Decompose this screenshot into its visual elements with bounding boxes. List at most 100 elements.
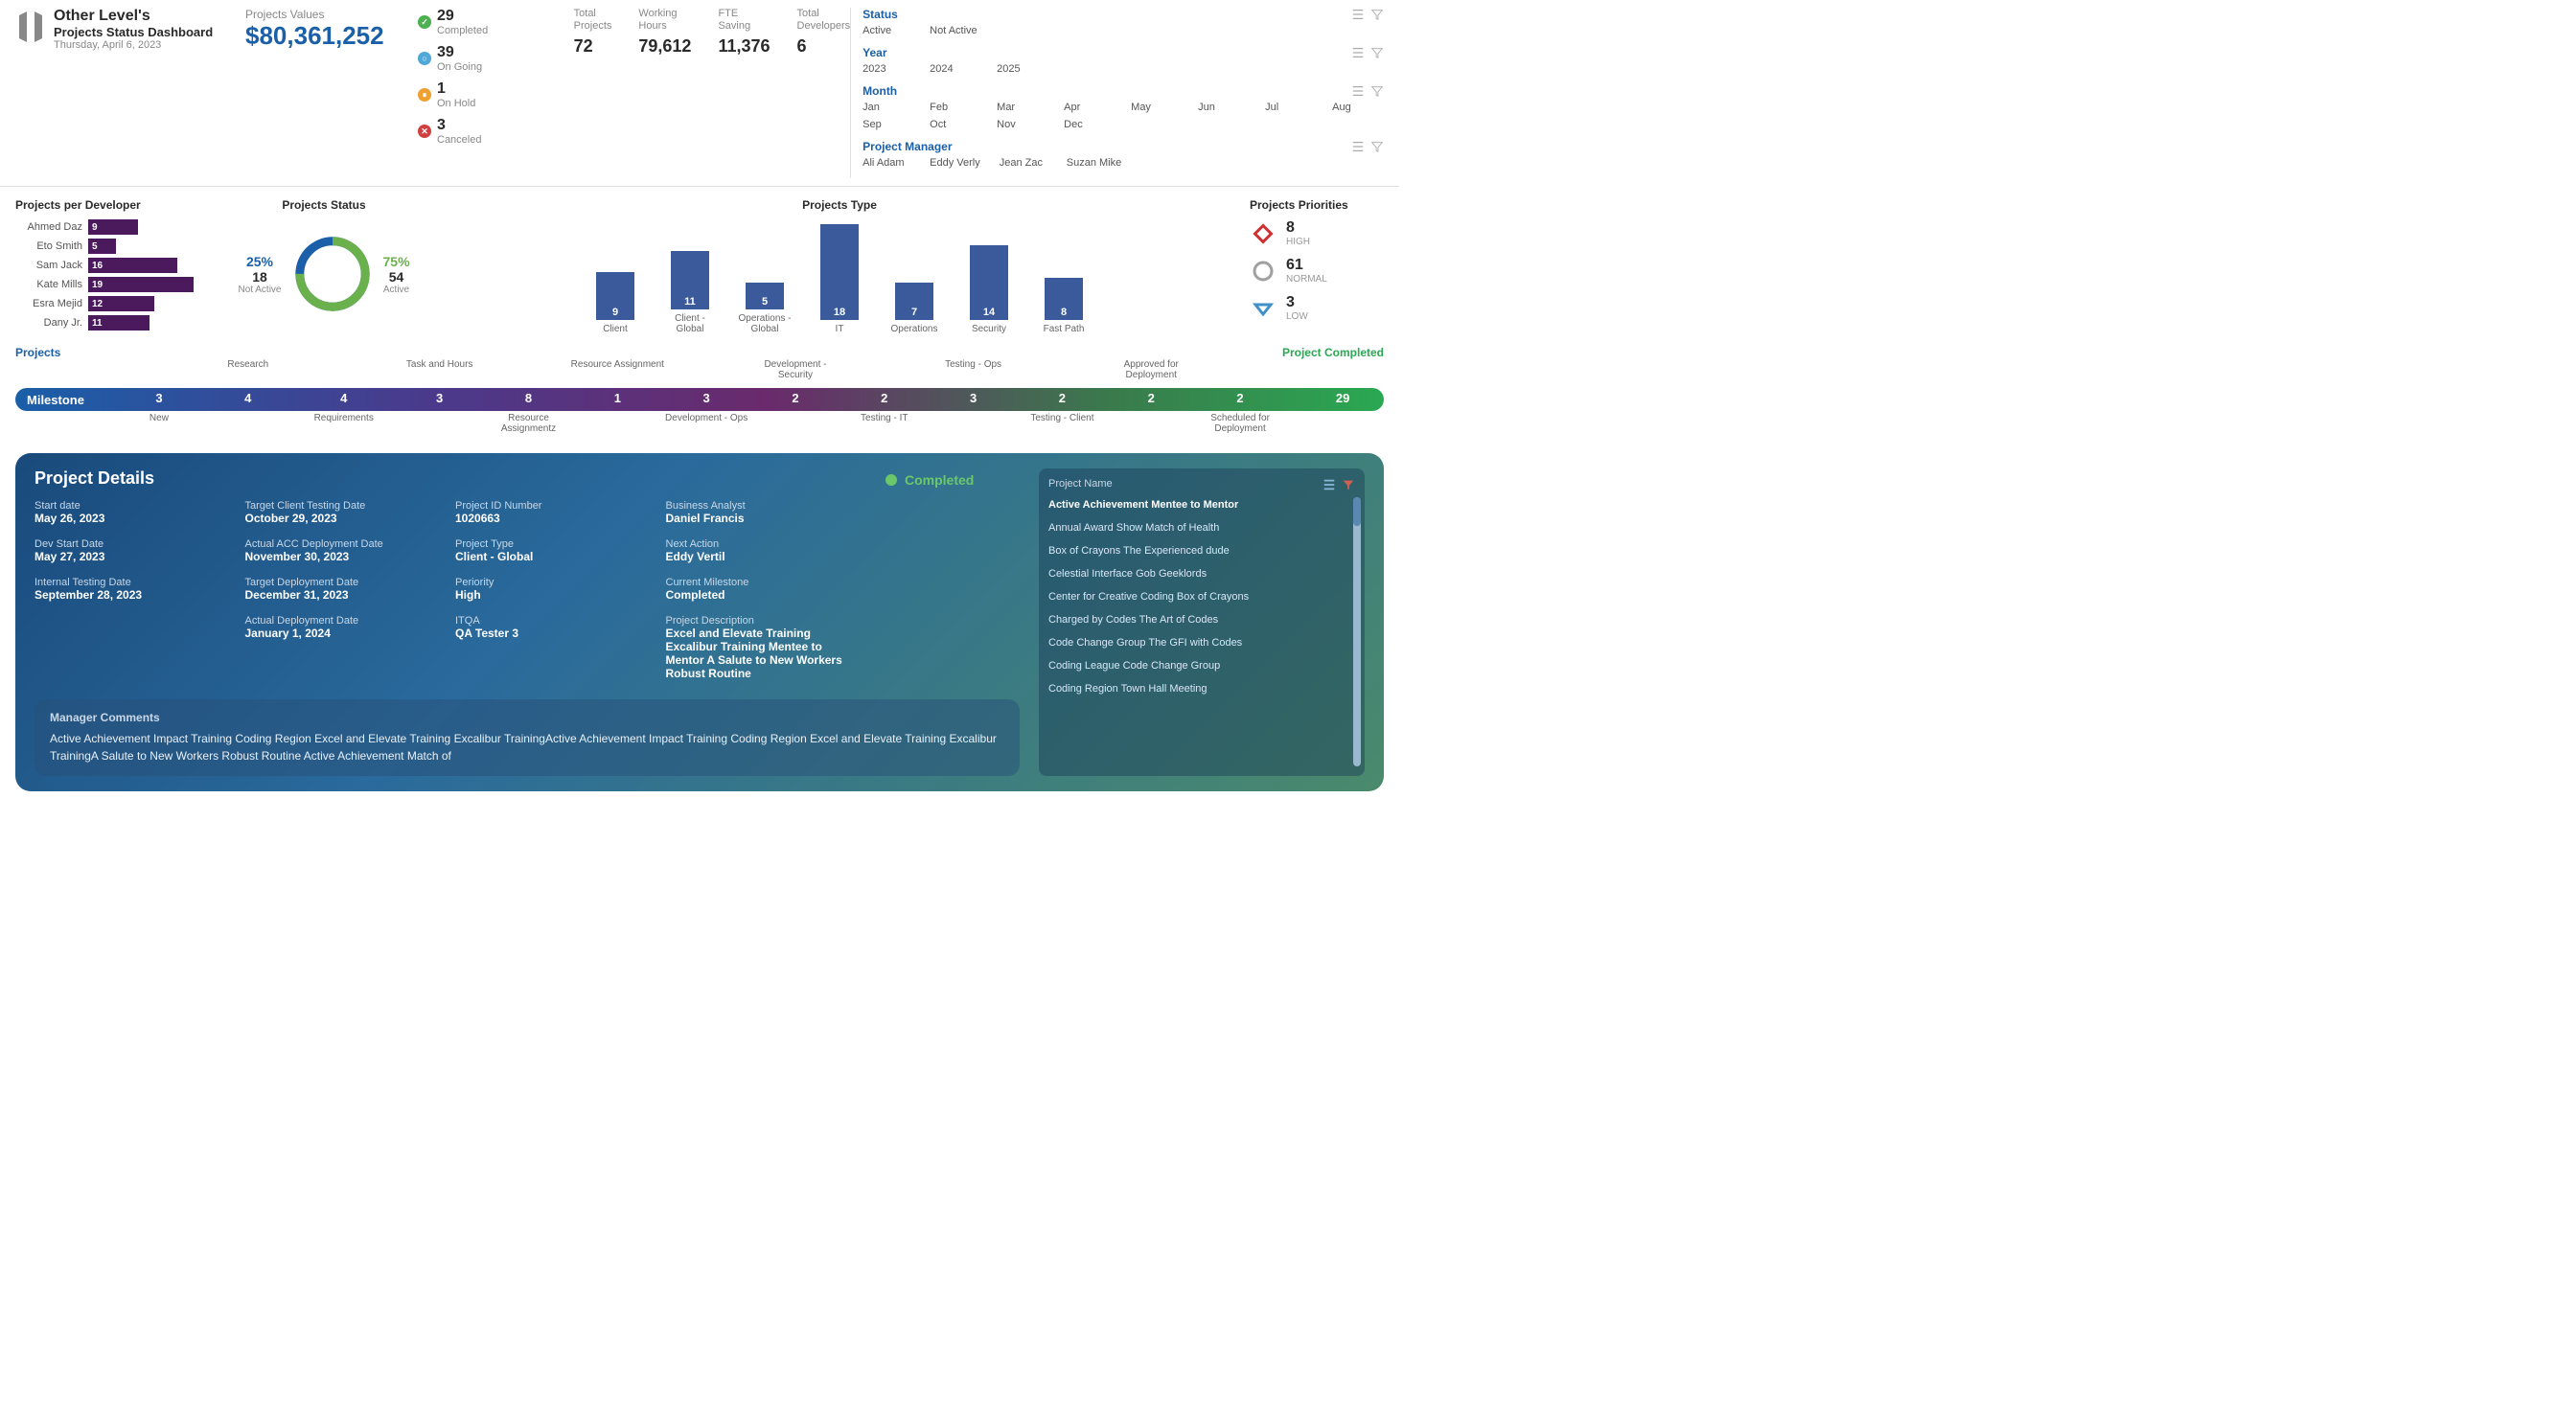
badge-num: 1 (437, 80, 475, 98)
filter-option[interactable]: Not Active (930, 25, 978, 36)
detail-value: 1020663 (455, 512, 647, 525)
milestone-bar: Milestone 344381322322229 (15, 388, 1384, 411)
project-list-item[interactable]: Active Achievement Mentee to Mentor (1048, 499, 1355, 511)
type-bar-col: 14 Security (960, 245, 1018, 334)
type-bar: 5 (746, 283, 784, 309)
clear-filter-icon[interactable] (1370, 140, 1384, 153)
filter-option[interactable]: Ali Adam (862, 157, 910, 169)
not-active-col: 25% 18 Not Active (238, 254, 281, 295)
project-list-item[interactable]: Coding League Code Change Group (1048, 660, 1355, 672)
milestone-bottom-label: Scheduled for Deployment (1192, 413, 1288, 434)
priority-icon (1250, 258, 1276, 285)
scrollbar-thumb[interactable] (1353, 497, 1361, 526)
milestone-bottom-label: Testing - IT (837, 413, 932, 423)
type-bar-col: 18IT (811, 224, 868, 334)
clear-filter-icon[interactable] (1370, 46, 1384, 59)
milestone-top-label: Resource Assignment (569, 359, 665, 370)
status-badges: ✓29Completed○39On Going⏸1On Hold✕3Cancel… (418, 8, 545, 146)
milestone-number: 3 (703, 391, 710, 405)
dashboard: Other Level's Projects Status Dashboard … (0, 0, 1399, 807)
milestone-bottom-label: Testing - Client (1014, 413, 1110, 423)
kpi-label: FTE (718, 8, 770, 20)
type-bar-col: 8Fast Path (1035, 278, 1092, 334)
kpi-value: 79,612 (638, 36, 691, 57)
clear-filter-icon[interactable] (1370, 84, 1384, 98)
list-icon[interactable] (1322, 478, 1336, 491)
developer-row: Dany Jr.11 (15, 315, 207, 331)
type-bar-col: 11Client - Global (661, 251, 719, 334)
filter-option[interactable]: Mar (997, 102, 1045, 113)
filter-option[interactable]: Jul (1265, 102, 1313, 113)
list-icon[interactable] (1351, 84, 1365, 98)
filter-option[interactable]: Nov (997, 119, 1045, 130)
detail-label: Target Client Testing Date (245, 500, 437, 512)
developers-title: Projects per Developer (15, 198, 207, 212)
status-panel: Projects Status 25% 18 Not Active 75% 54… (218, 198, 429, 317)
detail-value: Eddy Vertil (666, 550, 858, 563)
kpi-value: 72 (574, 36, 612, 57)
list-icon[interactable] (1351, 8, 1365, 21)
badge-icon: ✕ (418, 125, 431, 138)
filter-option[interactable]: Suzan Mike (1067, 157, 1121, 169)
project-list-item[interactable]: Box of Crayons The Experienced dude (1048, 545, 1355, 557)
filter-option[interactable]: Jun (1198, 102, 1246, 113)
project-list-item[interactable]: Center for Creative Coding Box of Crayon… (1048, 591, 1355, 603)
scrollbar[interactable] (1353, 497, 1361, 766)
filter-option[interactable]: Oct (930, 119, 978, 130)
detail-field: Business AnalystDaniel Francis (666, 500, 858, 525)
filter-option[interactable]: Feb (930, 102, 978, 113)
filter-option[interactable]: Sep (862, 119, 910, 130)
detail-label: Actual ACC Deployment Date (245, 538, 437, 550)
type-bar: 8 (1045, 278, 1083, 320)
filter-option[interactable]: May (1131, 102, 1179, 113)
active-count: 54 (389, 269, 404, 285)
not-active-count: 18 (252, 269, 267, 285)
comments-box: Manager Comments Active Achievement Impa… (34, 699, 1020, 776)
project-list-item[interactable]: Celestial Interface Gob Geeklords (1048, 568, 1355, 580)
detail-field: Current MilestoneCompleted (666, 577, 858, 602)
type-label: Security (972, 324, 1006, 334)
donut-chart (289, 231, 376, 317)
priority-icon (1250, 220, 1276, 247)
kpi: FTESaving11,376 (718, 8, 770, 57)
detail-field: ITQAQA Tester 3 (455, 615, 647, 680)
filter-option[interactable]: Apr (1064, 102, 1112, 113)
filter-group-pm: Project ManagerAli AdamEddy VerlyJean Za… (862, 140, 1384, 169)
milestone-top-label: Research (200, 359, 296, 370)
filter-option[interactable]: 2023 (862, 63, 910, 75)
detail-value: December 31, 2023 (245, 588, 437, 602)
developer-bar: 11 (88, 315, 150, 331)
type-bar: 14 (970, 245, 1008, 320)
milestone-bottom-label: Resource Assignmentz (481, 413, 577, 434)
filter-option[interactable]: Jan (862, 102, 910, 113)
filter-option[interactable]: 2024 (930, 63, 978, 75)
detail-title: Project Details (34, 468, 857, 489)
detail-field: Next ActionEddy Vertil (666, 538, 858, 563)
badge-icon: ⏸ (418, 88, 431, 102)
kpi-row: TotalProjects72WorkingHours79,612FTESavi… (574, 8, 851, 57)
developer-name: Kate Mills (15, 279, 82, 290)
project-list-item[interactable]: Code Change Group The GFI with Codes (1048, 637, 1355, 649)
filter-option[interactable]: Active (862, 25, 910, 36)
project-list-item[interactable]: Charged by Codes The Art of Codes (1048, 614, 1355, 626)
list-icon[interactable] (1351, 46, 1365, 59)
developer-row: Sam Jack16 (15, 258, 207, 273)
project-list-item[interactable]: Annual Award Show Match of Health (1048, 522, 1355, 534)
filter-option[interactable]: Eddy Verly (930, 157, 980, 169)
detail-label: Actual Deployment Date (245, 615, 437, 627)
list-icon[interactable] (1351, 140, 1365, 153)
project-list-item[interactable]: Coding Region Town Hall Meeting (1048, 683, 1355, 695)
types-title: Projects Type (802, 198, 877, 212)
filter-option[interactable]: Jean Zac (1000, 157, 1047, 169)
filter-option[interactable]: Aug (1332, 102, 1380, 113)
detail-label: Current Milestone (666, 577, 858, 588)
clear-filter-icon[interactable] (1370, 8, 1384, 21)
detail-field: Project ID Number1020663 (455, 500, 647, 525)
milestone-number: 3 (436, 391, 443, 405)
badge-num: 3 (437, 117, 481, 134)
detail-label: ITQA (455, 615, 647, 627)
status-badge: ✕3Canceled (418, 117, 504, 146)
filter-icon[interactable] (1342, 478, 1355, 491)
filter-option[interactable]: Dec (1064, 119, 1112, 130)
filter-option[interactable]: 2025 (997, 63, 1045, 75)
